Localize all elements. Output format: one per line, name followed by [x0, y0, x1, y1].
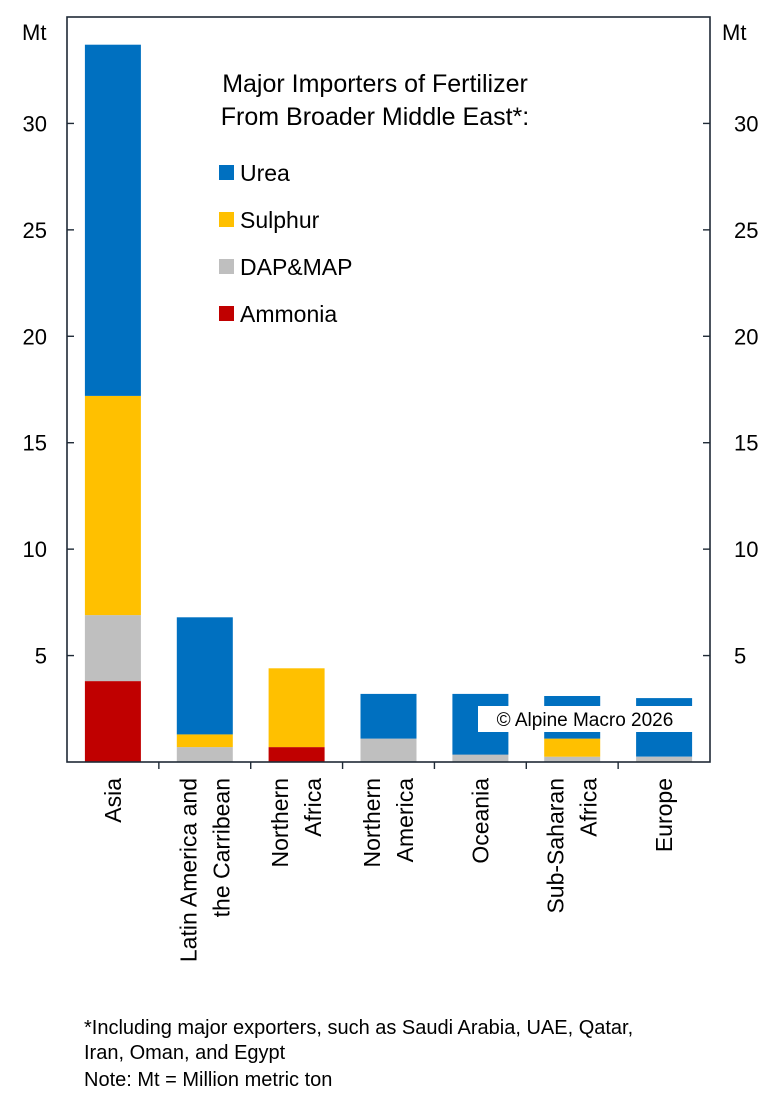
y-tick-label-left: 25	[23, 218, 47, 243]
x-category-label-northern: America	[392, 778, 418, 863]
y-unit-left: Mt	[22, 20, 46, 45]
bar-asia-sulphur	[84, 395, 141, 616]
y-tick-label-right: 25	[734, 218, 758, 243]
legend-label-ammonia: Ammonia	[240, 301, 337, 327]
bar-northern-sulphur	[268, 668, 325, 748]
watermark-text: © Alpine Macro 2026	[497, 710, 674, 731]
y-tick-label-right: 10	[734, 537, 758, 562]
y-tick-label-left: 20	[23, 324, 47, 349]
y-tick-label-right: 5	[734, 644, 746, 669]
legend-label-dap-map: DAP&MAP	[240, 254, 352, 280]
y-tick-label-left: 10	[23, 537, 47, 562]
labels-layer: 5 5 10 10 15 15 20 20 25 25 30 30 Mt Mt Asia Latin Amer…	[22, 20, 758, 962]
bar-europe-dap-map	[636, 756, 693, 762]
bar-oceania-dap-map	[452, 754, 509, 762]
bar-northern-ammonia	[268, 747, 325, 762]
note-line: Note: Mt = Million metric ton	[84, 1069, 333, 1091]
bar-asia-ammonia	[84, 681, 141, 762]
y-tick-label-left: 15	[23, 431, 47, 456]
plot-frame	[66, 16, 711, 763]
x-category-label-latin-america-and: the Carribean	[208, 778, 234, 917]
watermark-box	[478, 706, 693, 732]
bar-sub-saharan-sulphur	[544, 738, 601, 757]
x-category-label-sub-saharan: Sub-Saharan	[543, 778, 569, 914]
x-category-label-sub-saharan: Africa	[576, 778, 602, 837]
x-category-label-northern: Northern	[359, 778, 385, 867]
bars-layer	[84, 44, 693, 762]
legend: Major Importers of Fertilizer From Broade…	[219, 70, 693, 732]
footnote-line-2: Iran, Oman, and Egypt	[84, 1042, 286, 1064]
x-category-label-europe: Europe	[651, 778, 677, 852]
fertilizer-chart: 5 5 10 10 15 15 20 20 25 25 30 30 Mt Mt Asia Latin Amer…	[22, 16, 758, 962]
bar-latin-america-and-urea	[176, 617, 233, 735]
axes-layer	[66, 16, 711, 769]
legend-swatch-dap-map	[219, 259, 234, 274]
y-tick-label-left: 30	[23, 111, 47, 136]
chart-title-line-2: From Broader Middle East*:	[221, 103, 529, 131]
x-category-label-oceania: Oceania	[467, 778, 493, 864]
y-unit-right: Mt	[722, 20, 746, 45]
y-tick-label-right: 15	[734, 431, 758, 456]
bar-northern-urea	[360, 693, 417, 739]
legend-label-urea: Urea	[240, 160, 290, 186]
legend-swatch-sulphur	[219, 212, 234, 227]
y-tick-label-right: 20	[734, 324, 758, 349]
bar-sub-saharan-dap-map	[544, 756, 601, 762]
legend-label-sulphur: Sulphur	[240, 207, 320, 233]
bar-asia-dap-map	[84, 615, 141, 682]
footnote-line-1: *Including major exporters, such as Saud…	[84, 1017, 634, 1039]
bar-northern-dap-map	[360, 738, 417, 762]
x-category-label-latin-america-and: Latin America and	[175, 778, 201, 962]
y-tick-label-left: 5	[35, 644, 47, 669]
chart-title-line-1: Major Importers of Fertilizer	[222, 70, 528, 98]
legend-swatch-ammonia	[219, 306, 234, 321]
y-tick-label-right: 30	[734, 111, 758, 136]
bar-asia-urea	[84, 44, 141, 396]
bar-latin-america-and-dap-map	[176, 747, 233, 762]
bar-latin-america-and-sulphur	[176, 734, 233, 748]
legend-swatch-urea	[219, 165, 234, 180]
x-category-label-northern: Africa	[300, 778, 326, 837]
x-category-label-northern: Northern	[267, 778, 293, 867]
x-category-label-asia: Asia	[100, 778, 126, 823]
